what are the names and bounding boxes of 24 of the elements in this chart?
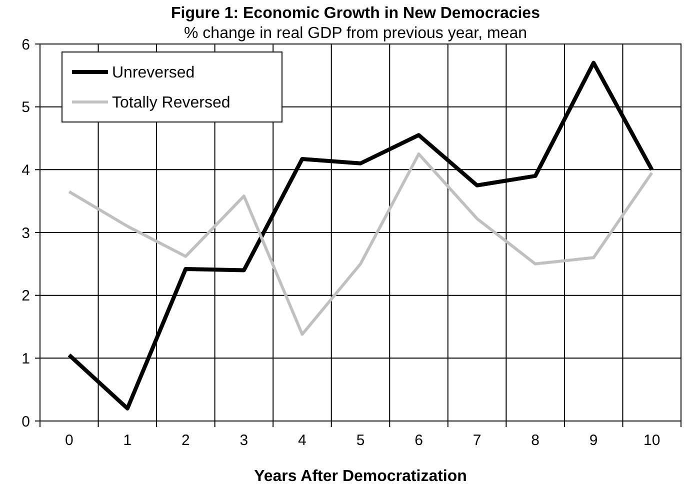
x-tick-label: 0 bbox=[64, 432, 74, 449]
y-tick-label: 4 bbox=[22, 162, 30, 179]
y-tick-label: 5 bbox=[22, 99, 30, 116]
legend-label: Unreversed bbox=[112, 64, 195, 82]
y-tick-label: 3 bbox=[22, 224, 30, 242]
y-tick-label: 0 bbox=[22, 413, 30, 430]
x-tick-label: 2 bbox=[182, 432, 190, 449]
y-tick-label: 6 bbox=[22, 36, 30, 54]
x-tick-label: 3 bbox=[240, 432, 248, 449]
x-tick-label: 4 bbox=[298, 432, 306, 449]
x-tick-label: 5 bbox=[356, 432, 365, 449]
chart-title: Figure 1: Economic Growth in New Democracies bbox=[171, 5, 540, 22]
x-tick-label: 7 bbox=[472, 432, 482, 449]
x-tick-label: 1 bbox=[123, 432, 132, 449]
y-tick-label: 2 bbox=[22, 288, 30, 305]
chart-subtitle: % change in real GDP from previous year, mean bbox=[184, 25, 527, 42]
x-axis-title: Years After Democratization bbox=[254, 468, 467, 485]
x-tick-label: 6 bbox=[414, 432, 423, 449]
line-series bbox=[68, 152, 654, 336]
y-tick-label: 1 bbox=[22, 350, 30, 368]
x-tick-label: 10 bbox=[644, 432, 660, 449]
x-tick-label: 9 bbox=[589, 432, 598, 449]
legend-label: Totally Reversed bbox=[112, 94, 230, 112]
x-tick-label: 8 bbox=[531, 432, 540, 449]
